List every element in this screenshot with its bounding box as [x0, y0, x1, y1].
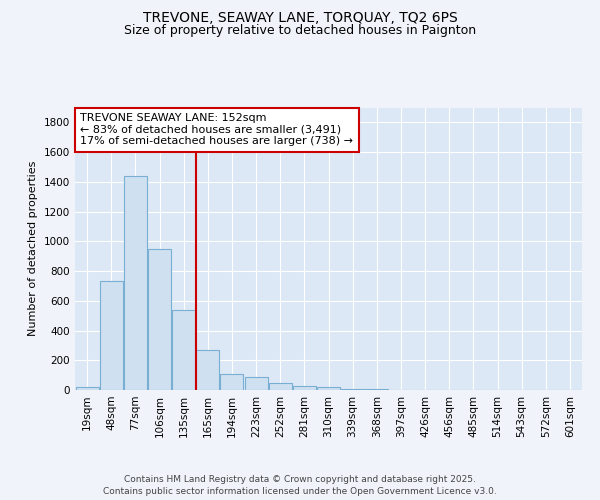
Text: TREVONE, SEAWAY LANE, TORQUAY, TQ2 6PS: TREVONE, SEAWAY LANE, TORQUAY, TQ2 6PS	[143, 11, 457, 25]
Bar	[100, 282, 122, 390]
Bar	[293, 386, 316, 390]
Bar	[245, 376, 268, 390]
Bar	[148, 249, 171, 390]
Text: Contains HM Land Registry data © Crown copyright and database right 2025.
Contai: Contains HM Land Registry data © Crown c…	[103, 474, 497, 496]
Text: Size of property relative to detached houses in Paignton: Size of property relative to detached ho…	[124, 24, 476, 37]
Bar	[124, 176, 147, 390]
Bar	[172, 310, 195, 390]
Bar	[196, 350, 219, 390]
Y-axis label: Number of detached properties: Number of detached properties	[28, 161, 38, 336]
Bar	[269, 382, 292, 390]
Bar	[317, 387, 340, 390]
Bar	[76, 387, 98, 390]
Bar	[220, 374, 244, 390]
Text: TREVONE SEAWAY LANE: 152sqm
← 83% of detached houses are smaller (3,491)
17% of : TREVONE SEAWAY LANE: 152sqm ← 83% of det…	[80, 113, 353, 146]
